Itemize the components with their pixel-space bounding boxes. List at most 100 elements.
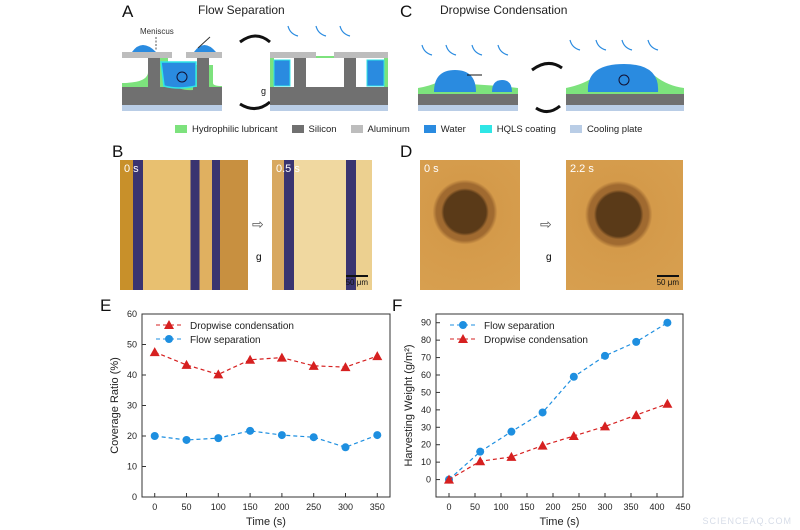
x-tick-label: 200 [274, 502, 289, 512]
data-point-circle [507, 427, 516, 436]
time-label: 2.2 s [570, 163, 594, 175]
y-tick-label: 10 [421, 457, 431, 467]
legend-item: Cooling plate [569, 124, 642, 135]
data-point-triangle [245, 354, 256, 364]
y-tick-label: 50 [127, 340, 137, 350]
panel-a-title: Flow Separation [198, 3, 285, 17]
x-tick-label: 50 [182, 502, 192, 512]
y-tick-label: 0 [426, 475, 431, 485]
y-tick-label: 40 [127, 370, 137, 380]
data-point-circle [214, 434, 223, 443]
y-tick-label: 90 [421, 318, 431, 328]
arrow-right-icon: ⇨ [252, 216, 264, 232]
panel-label-a: A [122, 2, 134, 21]
x-tick-label: 100 [211, 502, 226, 512]
data-point-circle [538, 408, 547, 417]
data-point-triangle [164, 320, 174, 329]
x-axis-label: Time (s) [246, 516, 286, 528]
data-point-circle [182, 435, 191, 444]
series-line-circle [154, 430, 378, 448]
data-point-circle [309, 433, 318, 442]
gravity-label: g [256, 252, 262, 263]
svg-text:g: g [261, 86, 266, 96]
micrograph-d-22s: 2.2 s 50 μm [566, 160, 683, 290]
cycle-arrow-icon [239, 34, 271, 44]
data-point-circle [632, 337, 641, 346]
y-tick-label: 30 [127, 401, 137, 411]
y-tick-label: 10 [127, 462, 137, 472]
data-point-triangle [213, 369, 224, 379]
x-tick-label: 300 [338, 502, 353, 512]
dropwise-condensation-diagram [418, 39, 684, 113]
x-tick-label: 400 [649, 502, 664, 512]
time-label: 0 s [424, 163, 439, 175]
x-tick-label: 450 [675, 502, 690, 512]
y-tick-label: 0 [132, 492, 137, 502]
x-tick-label: 0 [446, 502, 451, 512]
data-point-triangle [149, 347, 160, 357]
y-tick-label: 80 [421, 335, 431, 345]
legend-label: Dropwise condensation [190, 321, 294, 332]
y-tick-label: 20 [127, 431, 137, 441]
legend-label: Dropwise condensation [484, 335, 588, 346]
materials-legend: Hydrophilic lubricant Silicon Aluminum W… [175, 124, 642, 135]
data-point-circle [277, 431, 286, 440]
meniscus-label: Meniscus [140, 27, 174, 36]
cycle-arrow-icon [535, 104, 561, 113]
data-point-triangle [372, 351, 383, 361]
x-tick-label: 250 [571, 502, 586, 512]
plot-frame [435, 313, 684, 498]
y-tick-label: 20 [421, 440, 431, 450]
micrograph-b-05s: 0.5 s 50 μm [272, 160, 372, 290]
data-point-circle [341, 443, 350, 452]
vapor-arrows-icon [287, 25, 351, 37]
watermark: SCIENCEAQ.COM [702, 516, 792, 526]
x-tick-label: 300 [597, 502, 612, 512]
arrow-right-icon: ⇨ [540, 216, 552, 232]
data-point-triangle [276, 352, 287, 362]
flow-separation-diagram: Meniscus g [122, 25, 388, 111]
legend-item: Hydrophilic lubricant [175, 124, 278, 135]
data-point-triangle [475, 456, 486, 466]
legend-item: Aluminum [350, 124, 410, 135]
data-point-triangle [308, 360, 319, 370]
panel-label-f: F [392, 296, 403, 315]
data-point-triangle [631, 410, 642, 420]
data-point-circle [569, 372, 578, 381]
gravity-label: g [546, 252, 552, 263]
data-point-circle [150, 432, 159, 440]
cycle-arrow-icon [239, 100, 271, 110]
legend-swatch [175, 125, 187, 134]
panel-label-e: E [100, 296, 112, 315]
x-tick-label: 200 [545, 502, 560, 512]
scale-bar: 50 μm [656, 275, 679, 287]
data-point-triangle [340, 362, 351, 372]
data-point-triangle [600, 421, 610, 431]
panel-label-b: B [112, 142, 124, 161]
vapor-arrows-icon [421, 39, 659, 56]
data-point-triangle [444, 474, 454, 484]
x-axis-label: Time (s) [540, 516, 580, 528]
x-tick-label: 50 [470, 502, 480, 512]
legend-item: Silicon [291, 124, 337, 135]
panel-label-d: D [400, 142, 413, 161]
micrograph-d-0s: 0 s [420, 160, 520, 290]
legend-label: Flow separation [190, 335, 261, 346]
data-point-triangle [506, 451, 517, 461]
y-axis-label: Harvesting Weight (g/m²) [403, 344, 415, 466]
data-point-circle [663, 318, 672, 327]
data-point-circle [476, 447, 485, 456]
legend-item: HQLS coating [479, 124, 556, 135]
data-point-triangle [181, 359, 192, 369]
x-tick-label: 100 [493, 502, 508, 512]
time-label: 0 s [124, 163, 139, 175]
panel-c-title: Dropwise Condensation [440, 3, 568, 17]
y-tick-label: 30 [421, 422, 431, 432]
x-tick-label: 0 [152, 502, 157, 512]
flow-structure-left [122, 45, 222, 111]
y-axis-label: Coverage Ratio (%) [109, 357, 121, 454]
time-label: 0.5 s [276, 163, 300, 175]
data-point-triangle [662, 398, 673, 408]
